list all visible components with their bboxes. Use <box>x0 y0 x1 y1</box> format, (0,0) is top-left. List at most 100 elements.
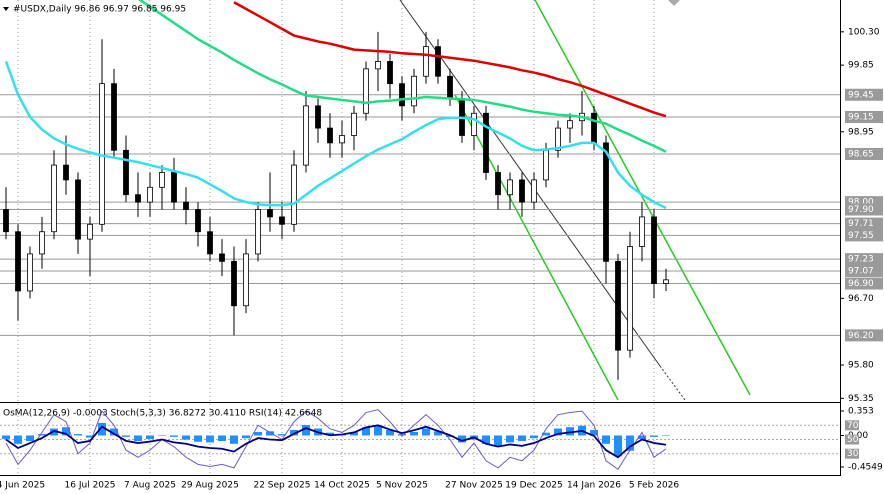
osma-bar <box>14 435 22 444</box>
osma-bar <box>290 429 298 436</box>
osma-bar <box>362 427 370 436</box>
osma-bar <box>218 435 226 442</box>
x-tick-label: 22 Sep 2025 <box>253 481 310 491</box>
y-tick-label: 30 <box>847 449 859 459</box>
osma-bar <box>26 435 34 442</box>
y-tick-label: 96.70 <box>848 294 874 304</box>
osma-bar <box>254 432 262 436</box>
candle-body <box>303 105 309 166</box>
level-label-box <box>845 88 883 101</box>
candle-body <box>387 61 393 85</box>
osma-bar <box>614 435 622 457</box>
level-label-box <box>845 253 883 266</box>
candle-body <box>567 120 573 129</box>
candle-body <box>531 179 537 203</box>
candle-body <box>219 253 225 262</box>
candle-body <box>135 194 141 203</box>
osma-bar <box>410 432 418 436</box>
x-tick-label: 29 Aug 2025 <box>181 481 239 491</box>
level-label: 97.23 <box>848 255 874 265</box>
osma-bar <box>386 429 394 436</box>
channel-line <box>534 0 751 396</box>
y2-tick-label: 0.353 <box>848 407 874 417</box>
x-tick-label: 5 Nov 2025 <box>376 481 428 491</box>
level-label-box <box>845 229 883 242</box>
candle-body <box>591 112 597 144</box>
level-label-box <box>845 110 883 123</box>
candle-body <box>375 61 381 70</box>
candle-body <box>507 179 513 196</box>
x-tick-label: 27 Nov 2025 <box>445 481 503 491</box>
x-tick-label: 14 Oct 2025 <box>314 481 370 491</box>
osma-bar <box>170 435 178 437</box>
level-label: 97.90 <box>848 205 874 215</box>
candle-body <box>315 105 321 129</box>
level-label: 97.71 <box>848 219 874 229</box>
y2-tick-label: -0.4549 <box>848 463 883 473</box>
level-label: 97.07 <box>848 266 874 276</box>
oscillator-line <box>5 424 667 459</box>
candle-body <box>339 135 345 144</box>
level-label-box <box>845 217 883 230</box>
candle-body <box>399 83 405 107</box>
y-tick-label: 100.30 <box>848 27 880 37</box>
candle-body <box>603 142 609 262</box>
candle-body <box>663 279 669 284</box>
trend-line <box>659 365 686 401</box>
axes <box>0 0 844 476</box>
candle-body <box>255 209 261 255</box>
candle-body <box>51 164 57 233</box>
y-tick-label: 70 <box>847 421 859 431</box>
candle-body <box>363 68 369 114</box>
candle-body <box>63 164 69 181</box>
candle-body <box>207 231 213 255</box>
candle-body <box>411 75 417 107</box>
candle-body <box>243 253 249 307</box>
osma-bar <box>662 435 670 436</box>
candle-body <box>159 172 165 188</box>
shift-marker <box>668 0 680 6</box>
level-label: 96.90 <box>848 279 874 289</box>
candle-body <box>327 127 333 144</box>
candle-body <box>15 231 21 292</box>
osma-bar <box>422 428 430 436</box>
candle-body <box>183 201 189 210</box>
osma-bar <box>2 435 10 439</box>
osma-bar <box>398 434 406 436</box>
osma-bar <box>542 432 550 436</box>
x-tick-label: 5 Feb 2026 <box>629 481 680 491</box>
candle-body <box>483 112 489 173</box>
level-label: 98.00 <box>848 198 874 208</box>
y-tick-label: 99.85 <box>848 61 874 71</box>
candle-body <box>147 186 153 203</box>
level-label-box <box>845 448 859 459</box>
osma-bar <box>602 435 610 444</box>
osma-bar <box>482 435 490 444</box>
candle-body <box>435 46 441 77</box>
candle-body <box>495 172 501 196</box>
oscillator-line <box>5 409 667 471</box>
candle-body <box>615 260 621 351</box>
osma-bar <box>182 435 190 440</box>
osma-bar <box>590 429 598 436</box>
level-label: 96.20 <box>848 331 874 341</box>
osma-bar <box>146 435 154 439</box>
osma-bar <box>110 428 118 436</box>
osma-bar <box>86 435 94 438</box>
level-label-box <box>845 434 859 445</box>
menu-icon[interactable] <box>3 7 9 11</box>
level-label-box <box>845 277 883 290</box>
candle-body <box>423 46 429 77</box>
candle-body <box>519 179 525 203</box>
level-label-box <box>845 420 859 431</box>
osma-bar <box>506 435 514 443</box>
level-label-box <box>845 329 883 342</box>
osma-bar <box>62 427 70 436</box>
level-label-box <box>845 203 883 216</box>
candle-body <box>555 127 561 151</box>
y-tick-label: 95.80 <box>848 360 874 370</box>
moving-average <box>233 1 667 118</box>
level-label: 98.65 <box>848 149 874 159</box>
channel-line <box>454 94 619 401</box>
